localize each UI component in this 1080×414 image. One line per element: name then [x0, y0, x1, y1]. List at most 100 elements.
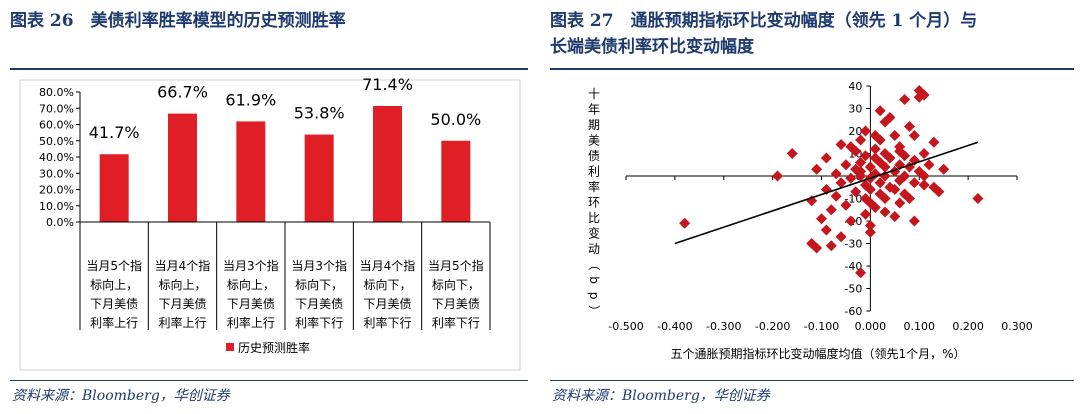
bar-category-label: 利率上行 — [158, 315, 206, 330]
bar-category-label: 标向下， — [363, 277, 411, 292]
scatter-y-tick-label: -60 — [844, 305, 862, 318]
bar — [168, 113, 197, 222]
scatter-point — [850, 145, 862, 157]
scatter-point — [879, 161, 891, 173]
scatter-point — [879, 116, 891, 128]
scatter-y-tick-label: -40 — [844, 260, 862, 273]
scatter-point — [972, 193, 984, 204]
scatter-y-axis-label-char: p — [587, 292, 601, 300]
scatter-point — [845, 172, 857, 184]
scatter-point — [923, 159, 935, 171]
left-chart-title: 图表 26 美债利率胜率模型的历史预测胜率 — [10, 11, 346, 31]
scatter-point — [806, 195, 818, 207]
bar-category-label: 利率上行 — [90, 315, 138, 330]
scatter-point — [903, 193, 915, 204]
bar-y-tick-label: 40.0% — [39, 151, 74, 164]
scatter-point — [855, 170, 867, 182]
scatter-x-tick-label: -0.400 — [657, 320, 692, 333]
bar-data-label: 50.0% — [430, 110, 481, 129]
scatter-point — [835, 231, 847, 243]
scatter-point — [864, 220, 876, 231]
scatter-y-tick-label: -50 — [844, 283, 862, 296]
scatter-x-tick-label: -0.500 — [608, 320, 643, 333]
bar-category-label: 下月美债 — [432, 297, 480, 311]
right-chart-title: 图表 27 通胀预期指标环比变动幅度（领先 1 个月）与 长端美债利率环比变动幅… — [550, 8, 977, 60]
scatter-point — [899, 150, 911, 162]
bar-y-tick-label: 10.0% — [39, 200, 74, 213]
bar-legend-swatch — [226, 343, 234, 351]
bar-category-label: 标向上， — [227, 277, 275, 292]
bar — [236, 121, 266, 222]
scatter-point — [840, 159, 852, 171]
scatter-point — [850, 163, 862, 175]
scatter-y-axis-label-char: ） — [587, 305, 601, 317]
bar-chart-frame — [19, 79, 521, 371]
scatter-y-axis-label-char: （ — [587, 258, 601, 270]
right-title-rule — [550, 68, 1074, 70]
right-source-text: 资料来源：Bloomberg，华创证券 — [552, 388, 770, 404]
scatter-point — [908, 130, 920, 141]
scatter-y-axis-label-char: 利 — [588, 165, 600, 179]
right-title-line1: 图表 27 通胀预期指标环比变动幅度（领先 1 个月）与 — [550, 11, 978, 31]
scatter-y-axis-label-char: 债 — [588, 149, 600, 163]
scatter-point — [879, 206, 891, 218]
bar-category-label: 下月美债 — [295, 297, 343, 311]
scatter-y-tick-label: 20 — [848, 125, 862, 138]
scatter-point — [903, 121, 915, 132]
bar-y-tick-label: 80.0% — [39, 86, 74, 99]
scatter-point — [772, 170, 784, 182]
scatter-x-tick-label: 0.200 — [952, 320, 984, 333]
scatter-point — [869, 202, 881, 213]
scatter-chart: 403020100-10-20-30-40-50-60-0.500-0.400-… — [587, 80, 1033, 361]
scatter-x-tick-label: 0.100 — [904, 320, 936, 333]
scatter-point — [918, 148, 930, 159]
scatter-point — [874, 157, 886, 168]
scatter-y-axis-label-char: 率 — [588, 179, 600, 194]
scatter-point — [786, 148, 798, 159]
scatter-point — [840, 199, 852, 211]
bar-category-label: 当月4个指 — [155, 258, 211, 273]
scatter-point — [869, 143, 881, 155]
bar-data-label: 53.8% — [294, 104, 345, 123]
scatter-point — [816, 213, 827, 225]
bar-y-tick-label: 60.0% — [39, 119, 74, 132]
bar-legend-label: 历史预测胜率 — [238, 340, 310, 355]
scatter-y-tick-label: -30 — [844, 238, 862, 251]
scatter-y-axis-label-char: 期 — [588, 118, 600, 132]
scatter-point — [859, 125, 871, 137]
left-chart-panel: 图表 26 美债利率胜率模型的历史预测胜率 0.0% 10.0% 20.0% 30.0… — [0, 0, 536, 414]
scatter-point — [913, 91, 925, 103]
bar — [304, 134, 334, 222]
bar-data-label: 41.7% — [89, 123, 140, 142]
scatter-point — [845, 215, 857, 227]
scatter-point — [855, 267, 867, 279]
left-source-rule — [10, 380, 528, 381]
scatter-point — [894, 175, 906, 186]
scatter-point — [835, 139, 847, 150]
scatter-point — [918, 179, 930, 191]
scatter-y-axis-label-char: 动 — [588, 242, 600, 256]
bar — [99, 154, 129, 222]
bar-category-label: 标向下， — [295, 277, 343, 292]
left-title-rule — [10, 68, 528, 70]
bar-chart: 0.0% 10.0% 20.0% 30.0% 40.0% 50.0% 60.0% 70.0% 8… — [19, 76, 521, 371]
bar-category-label: 当月5个指 — [428, 258, 484, 273]
scatter-y-axis-label-char: 环 — [588, 196, 600, 210]
scatter-point — [864, 161, 876, 173]
bar-category-label: 下月美债 — [363, 297, 411, 311]
scatter-point — [899, 94, 911, 105]
scatter-y-tick-label: -10 — [844, 193, 862, 206]
left-source-text: 资料来源：Bloomberg，华创证券 — [12, 388, 230, 404]
bar — [441, 140, 471, 222]
scatter-point — [889, 184, 901, 195]
scatter-y-axis-label-char: 变 — [588, 226, 600, 241]
right-source-rule — [550, 380, 1074, 381]
bar — [373, 105, 402, 222]
scatter-y-axis-label-char: 美 — [588, 134, 600, 148]
scatter-point — [811, 242, 823, 254]
scatter-point — [835, 177, 847, 189]
scatter-point — [889, 130, 901, 141]
scatter-point — [825, 240, 837, 252]
scatter-point — [874, 134, 886, 146]
scatter-y-tick-label: 40 — [848, 80, 862, 93]
